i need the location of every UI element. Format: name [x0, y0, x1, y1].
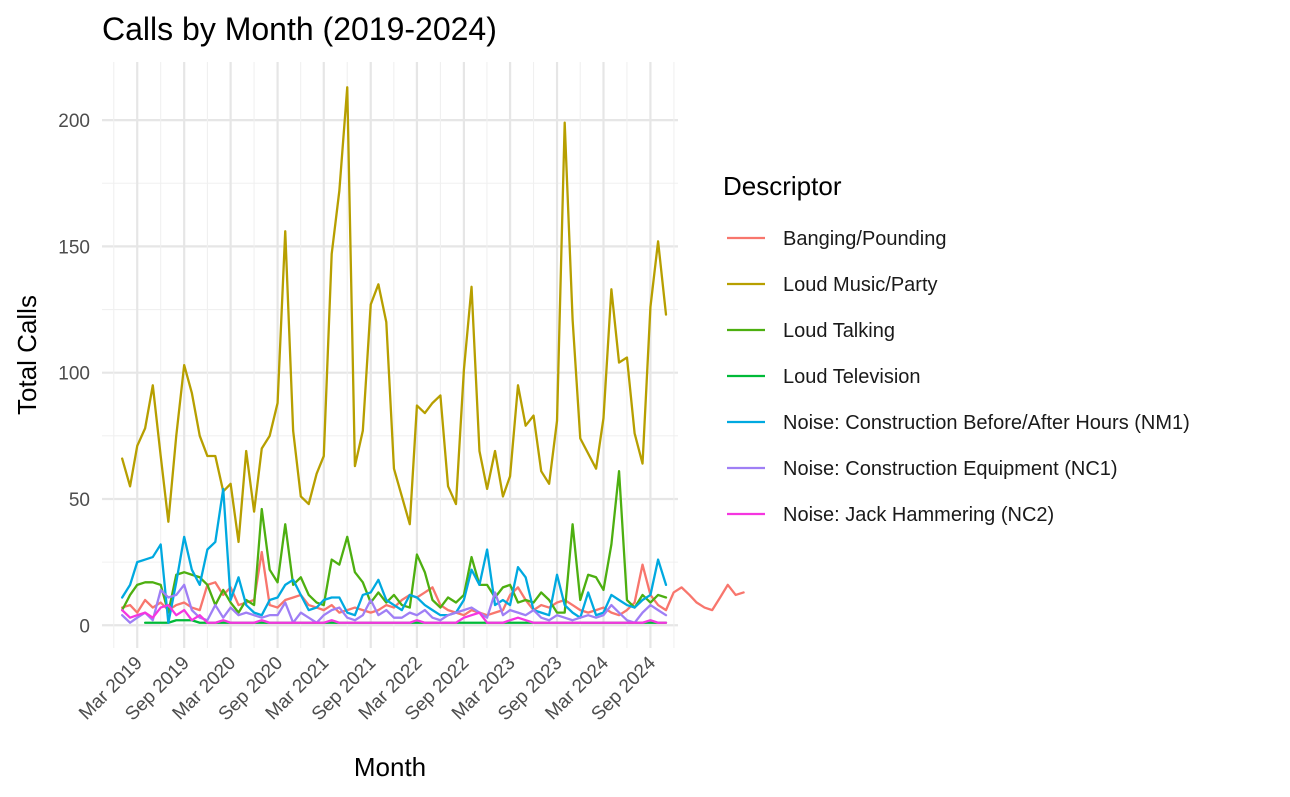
y-tick-label: 200 — [58, 111, 90, 132]
legend-label: Noise: Jack Hammering (NC2) — [783, 504, 1054, 526]
legend-item: Noise: Jack Hammering (NC2) — [727, 504, 1054, 526]
legend-item: Loud Talking — [727, 320, 895, 342]
legend-item: Noise: Construction Before/After Hours (… — [727, 412, 1190, 434]
legend-item: Banging/Pounding — [727, 228, 946, 250]
legend-label: Loud Talking — [783, 320, 895, 342]
series-line — [121, 487, 668, 624]
series-lines — [121, 86, 745, 624]
legend-item: Loud Television — [727, 366, 921, 388]
y-axis-title: Total Calls — [12, 295, 42, 415]
legend-label: Noise: Construction Before/After Hours (… — [783, 412, 1190, 434]
y-tick-label: 100 — [58, 364, 90, 385]
legend-item: Loud Music/Party — [727, 274, 938, 296]
legend-label: Banging/Pounding — [783, 228, 946, 250]
legend-label: Loud Music/Party — [783, 274, 938, 296]
chart-title: Calls by Month (2019-2024) — [102, 11, 497, 47]
plot-grid — [102, 62, 678, 648]
series-line — [121, 86, 668, 544]
y-tick-label: 0 — [79, 616, 90, 637]
legend-item: Noise: Construction Equipment (NC1) — [727, 458, 1118, 480]
legend: Descriptor Banging/Pounding Loud Music/Pa… — [723, 171, 1190, 526]
y-tick-label: 150 — [58, 237, 90, 258]
y-tick-label: 50 — [69, 490, 90, 511]
series-line — [121, 603, 668, 624]
legend-title: Descriptor — [723, 171, 842, 201]
legend-label: Loud Television — [783, 366, 921, 388]
series-line — [121, 470, 668, 614]
legend-label: Noise: Construction Equipment (NC1) — [783, 458, 1118, 480]
x-axis-title: Month — [354, 752, 426, 782]
series-line — [121, 583, 668, 624]
y-axis-ticks: 0 50 100 150 200 — [58, 111, 90, 637]
